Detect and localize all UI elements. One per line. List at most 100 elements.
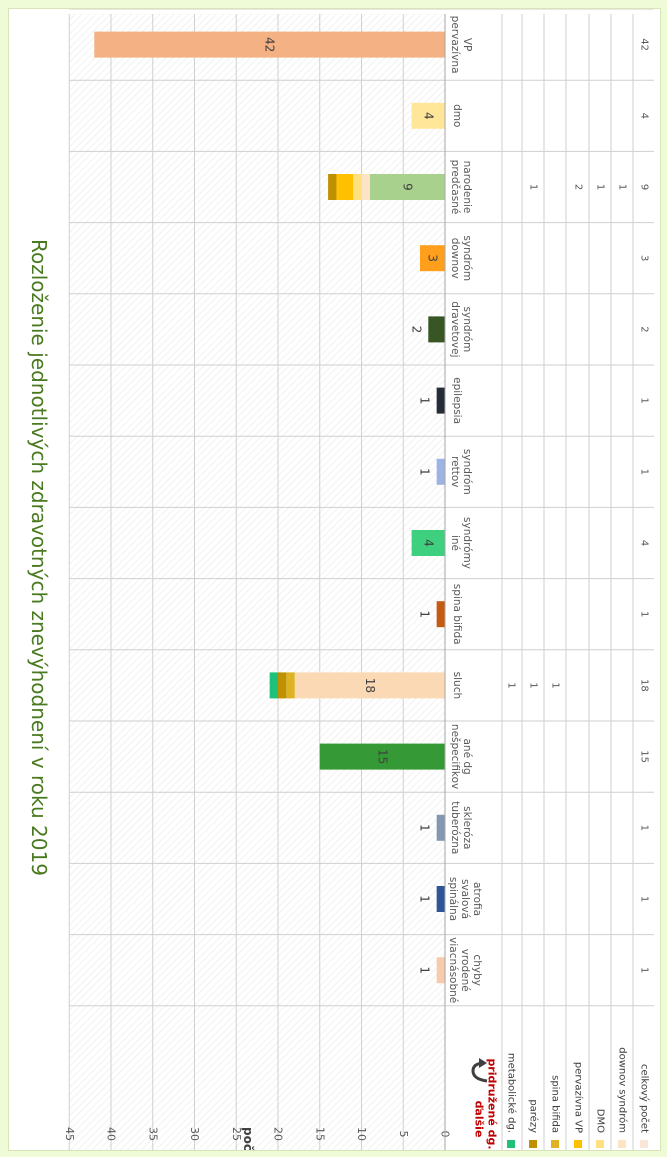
category-label-8-0: spina bifida <box>451 584 463 645</box>
category-label-11-0: tuberózna <box>449 801 461 854</box>
legend-swatch-1 <box>529 1140 537 1148</box>
plot-area <box>69 14 445 1150</box>
arrow-head-icon <box>479 1058 487 1068</box>
table-total-3: 3 <box>639 255 650 261</box>
y-tick-5: 5 <box>397 1131 410 1138</box>
y-tick-10: 10 <box>355 1127 368 1141</box>
bar-13 <box>436 957 445 984</box>
bar-0 <box>94 31 446 58</box>
y-tick-20: 20 <box>272 1127 285 1141</box>
data-label-8: 1 <box>418 610 432 618</box>
bar-2-segment-5 <box>361 174 370 200</box>
bar-11 <box>436 814 445 841</box>
category-label-0-0: pervazívna <box>449 16 461 74</box>
legend-swatch-total <box>640 1140 648 1148</box>
legend-label-3: pervazívna VP <box>573 1062 585 1133</box>
data-label-12: 1 <box>418 895 432 903</box>
data-label-4: 2 <box>409 326 423 334</box>
table-value-1-2: 1 <box>528 184 539 190</box>
category-label-1-0: dmo <box>451 104 463 127</box>
category-label-6-1: syndróm <box>461 449 473 495</box>
category-label-2-1: narodenie <box>461 161 473 214</box>
chart-title: Rozloženie jednotlivých zdravotných znev… <box>27 239 51 876</box>
bar-9-segment-1 <box>278 672 287 699</box>
table-total-11: 1 <box>639 825 650 831</box>
bar-2-segment-4 <box>353 174 362 200</box>
category-label-5-0: epilepsia <box>451 377 463 424</box>
table-value-5-2: 1 <box>617 184 628 190</box>
table-total-4: 2 <box>639 326 650 332</box>
category-label-12-1: svalová <box>459 879 471 919</box>
bar-9-segment-0 <box>269 672 278 699</box>
y-axis-label: počet <box>241 1127 255 1151</box>
bar-8 <box>436 601 445 628</box>
legend-swatch-5 <box>618 1140 626 1148</box>
category-label-4-1: syndróm <box>461 307 473 353</box>
bar-7 <box>411 530 445 556</box>
data-label-13: 1 <box>418 966 432 974</box>
bar-2-segment-1 <box>328 174 337 200</box>
table-total-6: 1 <box>639 469 650 475</box>
legend-swatch-0 <box>507 1140 515 1148</box>
bar-2-segment-3 <box>336 174 354 200</box>
bar-10 <box>319 743 445 770</box>
legend-label-2: spina bifida <box>550 1075 561 1133</box>
category-label-12-0: spinálna <box>447 877 459 921</box>
chart-svg: 05101520253035404542pervazívnaVP424dmo49… <box>63 9 654 1150</box>
table-total-7: 4 <box>639 540 650 546</box>
bar-6 <box>436 458 445 485</box>
y-tick-30: 30 <box>188 1127 201 1141</box>
category-label-13-2: chyby <box>471 954 483 986</box>
data-label-9: 18 <box>363 678 377 693</box>
category-label-10-1: ané dg <box>461 738 473 774</box>
table-total-8: 1 <box>639 611 650 617</box>
table-value-3-2: 2 <box>573 184 584 190</box>
data-label-1: 4 <box>421 112 435 120</box>
category-label-13-1: vrodené <box>459 949 471 992</box>
category-label-0-1: VP <box>461 38 473 52</box>
bar-5 <box>436 387 445 414</box>
bar-4 <box>428 316 445 343</box>
data-label-11: 1 <box>418 824 432 832</box>
table-value-0-9: 1 <box>506 682 517 688</box>
y-tick-45: 45 <box>63 1127 76 1141</box>
table-total-13: 1 <box>639 967 650 973</box>
table-total-5: 1 <box>639 397 650 403</box>
y-tick-35: 35 <box>146 1127 159 1141</box>
table-total-2: 9 <box>639 184 650 190</box>
data-label-10: 15 <box>375 749 389 764</box>
table-total-1: 4 <box>639 113 650 119</box>
table-value-2-9: 1 <box>550 682 561 688</box>
legend-label-4: DMO <box>595 1109 606 1133</box>
bar-3 <box>419 245 445 272</box>
data-label-3: 3 <box>425 254 439 262</box>
data-label-2: 9 <box>400 183 414 191</box>
table-total-12: 1 <box>639 896 650 902</box>
category-label-7-1: syndrómy <box>461 517 473 569</box>
table-total-0: 42 <box>639 38 650 51</box>
data-label-0: 42 <box>263 37 277 52</box>
y-tick-15: 15 <box>313 1127 326 1141</box>
secondary-header-line-2: pridružené dg. <box>486 1058 499 1149</box>
legend-swatch-4 <box>596 1140 604 1148</box>
bar-9 <box>294 672 445 699</box>
category-label-10-0: nešpecifikov <box>449 724 461 789</box>
chart-page: 05101520253035404542pervazívnaVP424dmo49… <box>8 8 661 1151</box>
data-label-5: 1 <box>418 397 432 405</box>
table-value-4-2: 1 <box>595 184 606 190</box>
category-label-3-1: syndróm <box>461 235 473 281</box>
data-label-6: 1 <box>418 468 432 476</box>
table-total-9: 18 <box>639 679 650 692</box>
category-label-12-2: atrofia <box>471 882 483 916</box>
y-tick-25: 25 <box>230 1127 243 1141</box>
category-label-4-0: dravetovej <box>449 301 461 357</box>
bar-9-segment-2 <box>286 672 295 699</box>
table-total-10: 15 <box>639 750 650 763</box>
secondary-header-line-1: ďalšie <box>473 1101 486 1138</box>
bar-2 <box>369 174 445 200</box>
legend-swatch-3 <box>574 1140 582 1148</box>
data-label-7: 4 <box>421 539 435 547</box>
category-label-11-1: skleróza <box>461 806 473 849</box>
category-label-13-0: viacnásobné <box>447 937 459 1003</box>
category-label-9-0: sluch <box>451 672 463 699</box>
